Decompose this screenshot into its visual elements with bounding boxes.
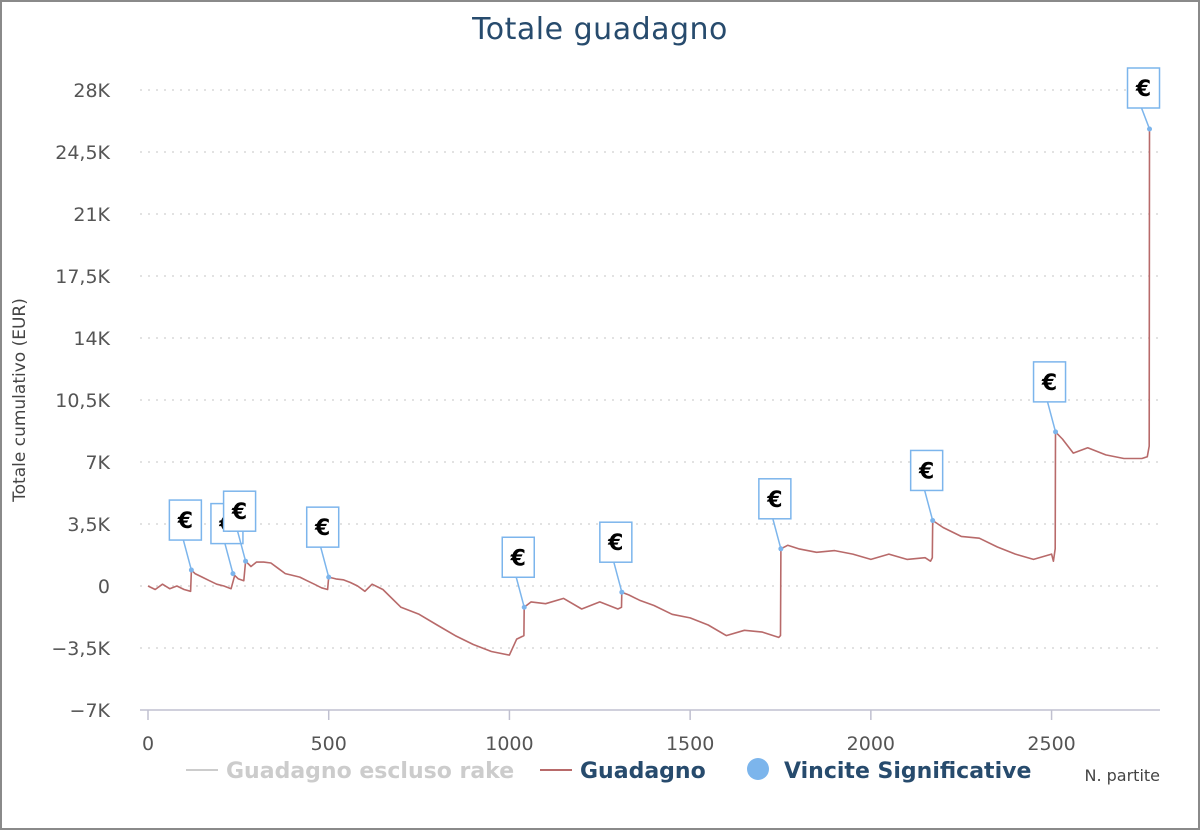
y-tick-label: 3,5K [67,514,110,536]
legend-item: Guadagno [540,759,706,784]
flag-box [1126,67,1161,109]
euro-icon: € [177,509,193,534]
flag-box [758,478,792,520]
euro-icon: € [607,531,623,556]
significant-wins-flags: €€€€€€€€€€ [168,67,1161,610]
flag-point [243,558,249,564]
series-line-guadagno [147,128,1151,656]
x-tick-label: 2500 [1027,733,1075,755]
euro-icon: € [231,500,247,525]
flag-stem [613,562,623,593]
x-tick-label: 2000 [847,733,895,755]
legend-item: Guadagno escluso rake [186,759,514,784]
flag-point [1053,429,1059,435]
legend-label: Guadagno escluso rake [226,759,514,784]
y-tick-label: −3,5K [51,638,110,660]
flag-stem [515,577,525,608]
flag-box [909,449,944,492]
flag-stem [236,531,247,562]
euro-icon: € [766,488,782,513]
y-tick-label: 28K [73,80,110,102]
legend-symbol [747,758,769,780]
euro-icon: € [1041,371,1057,396]
y-tick-label: 0 [98,576,110,598]
y-tick-label: 14K [73,328,110,350]
flag-stem [772,518,782,549]
series-lines [147,128,1151,656]
win-flag: € [305,506,340,580]
chart-title: Totale guadagno [472,12,728,47]
y-axis-ticks: −7K −3,5K 0 3,5K 7K 10,5K 14K 17,5K 21K 24,5K 28K [51,80,110,722]
flag-point [619,589,625,595]
legend-item: Vincite Significative [747,758,1031,784]
flag-point [521,604,527,610]
flag-point [1147,126,1153,132]
y-tick-label: 21K [73,204,110,226]
y-tick-label: −7K [70,700,111,722]
y-tick-label: 10,5K [55,390,110,412]
flag-stem [1046,401,1057,433]
flag-box [305,506,340,548]
legend: Guadagno escluso rake Guadagno Vincite Sig… [186,758,1031,784]
flag-box [1032,361,1067,403]
euro-icon: € [918,459,934,484]
flag-point [188,567,194,573]
flag-point [230,571,236,577]
euro-icon: € [510,546,526,571]
euro-icon: € [1135,77,1151,102]
euro-icon: € [314,516,330,541]
grid-lines [140,89,1160,649]
legend-label: Guadagno [580,759,706,784]
x-tick-label: 500 [311,733,347,755]
flag-point [930,517,936,523]
win-flag: € [1032,361,1067,435]
flag-stem [224,543,234,574]
win-flag: € [1126,67,1161,132]
flag-box [222,490,257,532]
win-flag: € [501,536,535,610]
y-axis-label: Totale cumulativo (EUR) [10,298,30,503]
x-tick-label: 0 [142,733,154,755]
win-flag: € [758,478,792,552]
flag-stem [319,546,330,578]
x-tick-label: 1000 [485,733,533,755]
flag-point [778,546,784,552]
x-tick-label: 1500 [666,733,714,755]
y-tick-label: 7K [85,452,110,474]
x-axis-label: N. partite [1084,766,1160,785]
y-tick-label: 17,5K [55,266,110,288]
win-flag: € [599,521,633,595]
x-axis-ticks: 0 500 1000 1500 2000 2500 [142,710,1076,755]
win-flag: € [222,490,257,564]
flag-point [326,574,332,580]
flag-box [599,521,633,563]
flag-stem [923,490,934,521]
flag-box [168,499,203,541]
flag-stem [1140,107,1151,130]
flag-box [501,536,535,579]
legend-label: Vincite Significative [784,759,1031,784]
win-flag: € [168,499,203,573]
y-tick-label: 24,5K [55,142,110,164]
win-flag: € [909,449,944,523]
flag-stem [182,539,193,571]
